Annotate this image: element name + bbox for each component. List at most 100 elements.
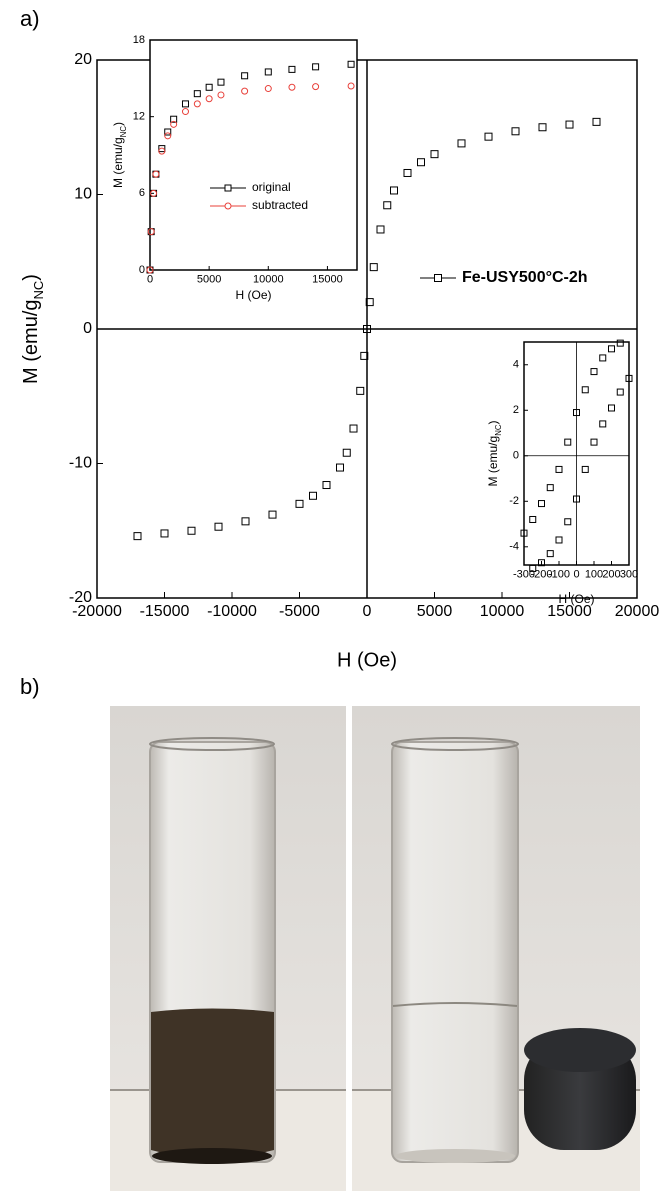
- marker: [312, 83, 320, 91]
- y-axis-label-part: M (emu/g: [111, 137, 125, 188]
- marker: [146, 266, 154, 274]
- marker: [224, 202, 232, 210]
- marker: [484, 132, 493, 141]
- marker: [363, 325, 371, 333]
- marker: [564, 438, 572, 446]
- y-tick-label: -4: [509, 541, 519, 553]
- marker: [347, 82, 355, 90]
- x-tick-label: 15000: [312, 273, 343, 285]
- x-tick-label: 15000: [547, 603, 592, 620]
- y-axis-label: M (emu/gNC): [20, 274, 46, 384]
- y-tick-label: 10: [74, 186, 92, 203]
- marker: [322, 481, 331, 490]
- marker: [376, 225, 385, 234]
- marker: [390, 186, 398, 195]
- x-tick-label: 0: [147, 273, 153, 285]
- series: [133, 117, 601, 541]
- y-tick-label: 6: [139, 187, 145, 199]
- x-axis-label: H (Oe): [236, 288, 272, 302]
- marker: [170, 120, 178, 128]
- x-tick-label: 5000: [417, 603, 453, 620]
- marker: [581, 465, 589, 473]
- marker: [625, 374, 633, 382]
- marker: [403, 168, 412, 177]
- panel-label: a): [20, 6, 40, 31]
- marker: [214, 522, 223, 531]
- marker: [268, 510, 277, 519]
- y-tick-label: 12: [133, 111, 145, 123]
- series: [529, 374, 633, 572]
- marker: [170, 115, 178, 123]
- marker: [181, 108, 189, 116]
- marker: [590, 438, 598, 446]
- marker: [573, 495, 580, 503]
- marker: [360, 351, 369, 360]
- series: [520, 339, 624, 537]
- marker: [295, 499, 304, 508]
- legend-label: Fe-USY500°C-2h: [462, 269, 588, 286]
- marker: [147, 228, 155, 236]
- y-axis-label-part: NC: [119, 126, 128, 138]
- plot-frame: [149, 39, 358, 271]
- marker: [217, 78, 225, 86]
- marker: [616, 388, 624, 396]
- y-tick-label: -20: [69, 589, 92, 606]
- marker: [264, 68, 272, 76]
- marker: [546, 550, 554, 558]
- y-axis-label-part: M (emu/g: [20, 299, 42, 383]
- marker: [417, 158, 425, 167]
- marker: [555, 465, 563, 473]
- panel-label: b): [20, 674, 40, 699]
- marker: [164, 128, 172, 136]
- marker: [217, 91, 225, 99]
- marker: [158, 147, 166, 155]
- marker: [608, 404, 615, 412]
- x-tick-label: 5000: [197, 273, 221, 285]
- x-tick-label: 200: [602, 568, 620, 580]
- marker: [565, 120, 574, 129]
- marker: [205, 95, 213, 103]
- y-axis-label-part: ): [486, 421, 500, 425]
- marker: [336, 463, 344, 472]
- marker: [538, 559, 545, 567]
- marker: [158, 145, 166, 153]
- marker: [152, 170, 160, 178]
- x-tick-label: 0: [363, 603, 372, 620]
- marker: [181, 100, 189, 108]
- plot: 0 5000 10000 15000 0 6 12 18 H (Oe) M (emu/gNC) or…: [111, 34, 358, 302]
- marker: [369, 263, 378, 272]
- marker: [538, 123, 547, 132]
- marker: [365, 298, 374, 307]
- y-tick-label: -10: [69, 455, 92, 472]
- y-tick-label: 18: [133, 34, 145, 46]
- x-tick-label: -15000: [140, 603, 190, 620]
- y-tick-label: 4: [513, 359, 519, 371]
- x-tick-label: -20000: [72, 603, 122, 620]
- marker: [205, 83, 213, 91]
- marker: [193, 100, 201, 108]
- marker: [349, 424, 358, 433]
- marker: [616, 339, 624, 347]
- y-axis-label-part: ): [20, 274, 42, 281]
- x-tick-label: 10000: [253, 273, 284, 285]
- x-axis-label: H (Oe): [559, 592, 595, 606]
- marker: [193, 90, 201, 98]
- marker: [133, 532, 142, 541]
- marker: [383, 201, 392, 210]
- y-axis-label-part: ): [111, 122, 125, 126]
- legend-label: subtracted: [252, 198, 308, 212]
- legend-label: original: [252, 180, 291, 194]
- marker: [434, 274, 442, 282]
- marker: [288, 83, 296, 91]
- marker: [511, 127, 520, 136]
- x-axis-label: H (Oe): [337, 649, 397, 671]
- marker: [309, 491, 317, 500]
- marker: [150, 189, 158, 197]
- marker: [347, 60, 355, 68]
- marker: [529, 515, 537, 523]
- marker: [564, 518, 572, 526]
- marker: [164, 132, 172, 140]
- marker: [342, 448, 351, 457]
